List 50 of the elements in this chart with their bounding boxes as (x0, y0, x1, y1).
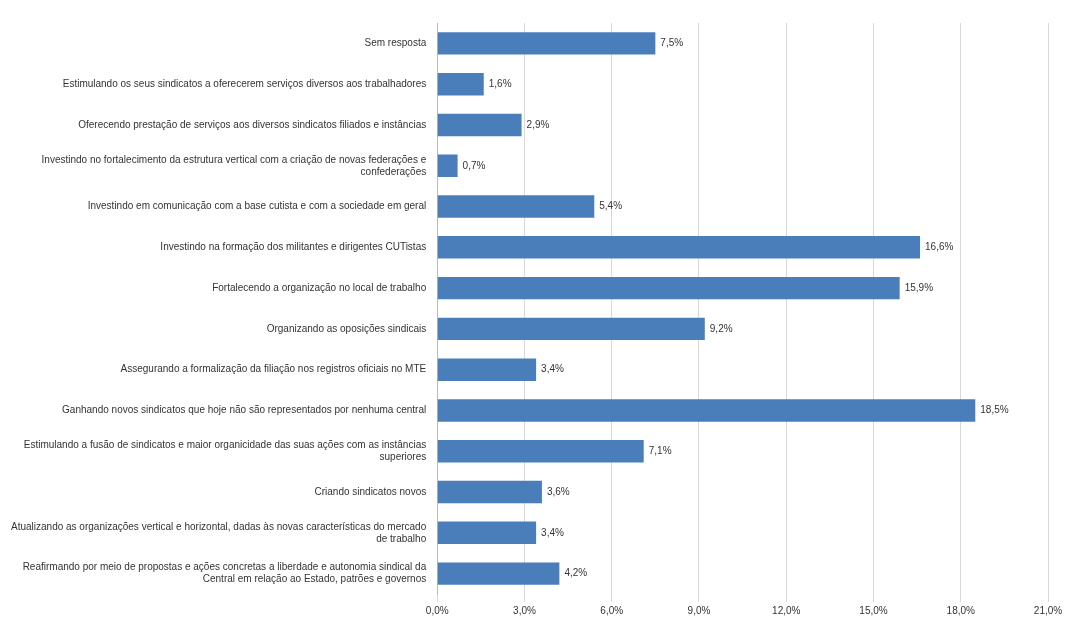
x-tick-label: 15,0% (859, 604, 888, 616)
bar (437, 72, 484, 96)
bar (437, 562, 560, 585)
bar (437, 276, 900, 300)
bar (437, 399, 976, 422)
data-label: 3,6% (546, 485, 570, 497)
data-label: 16,6% (925, 241, 954, 253)
data-label: 18,5% (980, 404, 1009, 416)
x-tick-label: 6,0% (600, 604, 624, 616)
bar (437, 113, 522, 137)
y-tick-label: Sem resposta (364, 37, 427, 49)
y-tick-label: Reafirmando por meio de propostas e ações concretas a liberdade e autonomia sindical da Central em relação ao Estado, patrões e governos (22, 561, 427, 585)
y-tick-label: Estimulando os seus sindicatos a oferecerem serviços diversos aos trabalhadores (62, 77, 427, 89)
y-tick-label: Investindo no fortalecimento da estrutura vertical com a criação de novas federações e confederações (41, 153, 427, 177)
bar (437, 480, 542, 504)
bar (437, 154, 458, 177)
y-tick-label: Oferecendo prestação de serviços aos diversos sindicatos filiados e instâncias (78, 118, 427, 130)
data-label: 9,2% (709, 322, 733, 334)
x-tick-label: 18,0% (946, 604, 976, 616)
data-label: 5,4% (599, 200, 623, 212)
data-label: 0,7% (462, 159, 486, 171)
y-tick-label: Atualizando as organizações vertical e horizontal, dadas às novas características do mercado de trabalho (10, 520, 427, 544)
data-label: 1,6% (488, 77, 512, 89)
data-label: 2,9% (526, 118, 550, 130)
y-tick-label: Assegurando a formalização da filiação nos registros oficiais no MTE (120, 363, 427, 375)
data-label: 7,5% (660, 37, 684, 49)
data-label: 7,1% (648, 445, 672, 456)
data-label: 15,9% (904, 281, 934, 293)
bar (437, 32, 656, 55)
y-tick-label: Investindo em comunicação com a base cutista e com a sociedade em geral (87, 200, 427, 212)
bar (437, 236, 921, 259)
x-tick-label: 0,0% (425, 604, 449, 616)
x-tick-label: 12,0% (772, 604, 801, 616)
x-tick-label: 3,0% (513, 604, 536, 616)
bar (437, 317, 705, 341)
data-label: 4,2% (564, 567, 588, 579)
data-label: 3,4% (541, 363, 565, 375)
y-tick-label: Organizando as oposições sindicais (266, 322, 427, 334)
x-tick-label: 9,0% (687, 604, 711, 616)
bar (437, 440, 644, 463)
y-tick-label: Fortalecendo a organização no local de trabalho (212, 281, 427, 293)
y-tick-label: Investindo na formação dos militantes e dirigentes CUTistas (160, 241, 427, 253)
bar (437, 521, 537, 545)
y-tick-label: Criando sindicatos novos (314, 485, 427, 497)
y-tick-label: Ganhando novos sindicatos que hoje não são representados por nenhuma central (62, 404, 427, 416)
bar (437, 195, 595, 218)
bar (437, 358, 537, 381)
x-tick-label: 21,0% (1033, 604, 1063, 616)
y-tick-label: Estimulando a fusão de sindicatos e maior organicidade das suas ações com as instâncias superiores (23, 439, 427, 462)
data-label: 3,4% (541, 526, 565, 538)
